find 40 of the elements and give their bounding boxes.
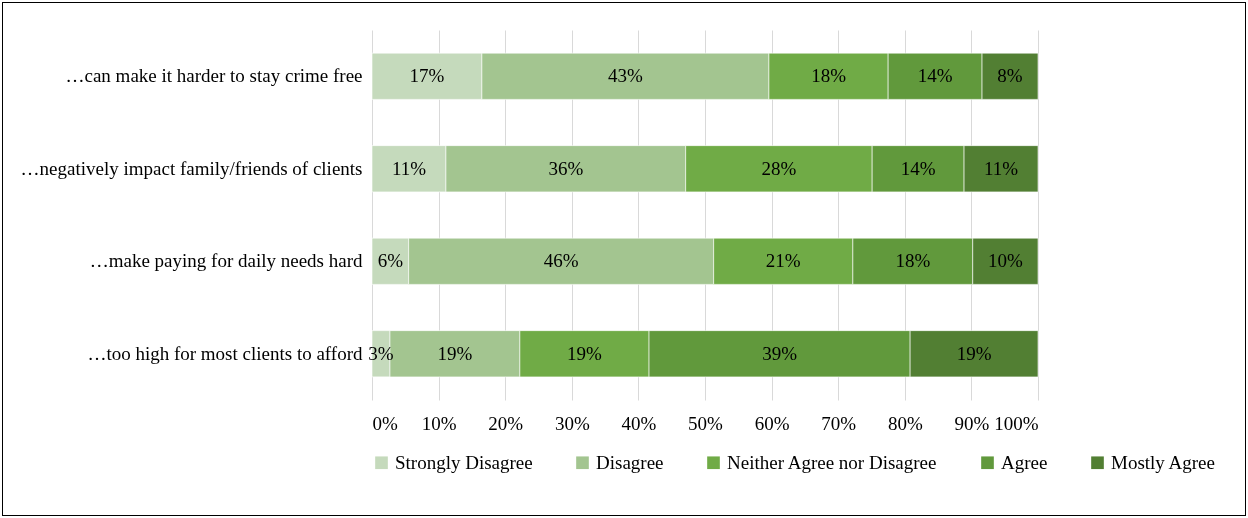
data-label: 6% (377, 250, 404, 272)
data-label: 17% (409, 65, 445, 87)
legend-label: Agree (1001, 451, 1048, 473)
data-label: 11% (983, 157, 1019, 179)
x-tick-label: 30% (554, 412, 590, 434)
data-label: 10% (987, 250, 1023, 272)
legend-label: Mostly Agree (1111, 451, 1215, 473)
x-tick-label: 80% (887, 412, 923, 434)
x-tick-label: 0% (372, 412, 398, 434)
data-label: 46% (543, 250, 579, 272)
data-label: 19% (437, 342, 473, 364)
x-tick-label: 70% (821, 412, 857, 434)
data-label: 11% (391, 157, 427, 179)
y-tick-label: …make paying for daily needs hard (89, 250, 363, 272)
y-tick-label: …negatively impact family/friends of clients (20, 157, 363, 179)
data-label: 19% (956, 342, 992, 364)
data-label: 18% (895, 250, 931, 272)
data-label: 14% (900, 157, 936, 179)
x-tick-label: 100% (994, 412, 1039, 434)
x-tick-label: 40% (621, 412, 657, 434)
data-label: 21% (765, 250, 801, 272)
data-label: 14% (917, 65, 953, 87)
y-tick-label: …too high for most clients to afford (87, 342, 363, 364)
x-tick-label: 10% (421, 412, 457, 434)
data-label: 36% (548, 157, 584, 179)
data-label: 19% (567, 342, 603, 364)
legend-label: Strongly Disagree (395, 451, 533, 473)
y-tick-label: …can make it harder to stay crime free (65, 65, 363, 87)
data-label: 18% (811, 65, 847, 87)
data-label: 28% (761, 157, 797, 179)
data-label: 43% (608, 65, 643, 87)
x-tick-label: 60% (754, 412, 790, 434)
x-tick-label: 20% (488, 412, 524, 434)
x-tick-label: 50% (688, 412, 724, 434)
legend-label: Disagree (596, 451, 664, 473)
data-label: 8% (997, 65, 1023, 87)
data-label: 39% (762, 342, 798, 364)
legend-label: Neither Agree nor Disagree (727, 451, 937, 473)
data-label: 3% (368, 342, 394, 364)
x-tick-label: 90% (954, 412, 990, 434)
